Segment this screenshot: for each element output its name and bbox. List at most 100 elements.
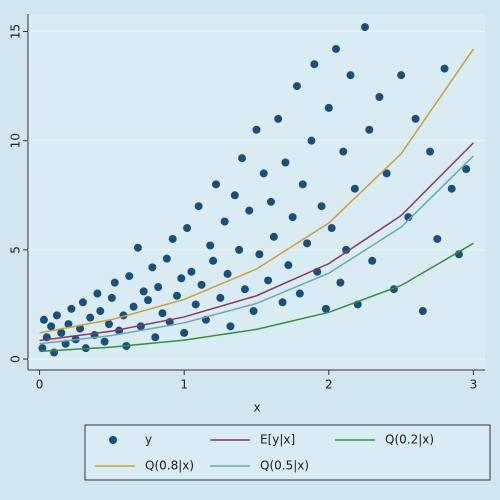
- point: [447, 184, 456, 193]
- legend-label: Q(0.5|x): [260, 459, 309, 473]
- point: [129, 302, 138, 311]
- point: [172, 291, 181, 300]
- legend-label: Q(0.8|x): [145, 459, 194, 473]
- point: [339, 147, 348, 156]
- point: [61, 339, 70, 348]
- point: [148, 263, 157, 272]
- point: [187, 267, 196, 276]
- point: [336, 278, 345, 287]
- point: [110, 278, 119, 287]
- point: [303, 239, 312, 248]
- point: [139, 287, 148, 296]
- point: [295, 289, 304, 298]
- point: [57, 328, 66, 337]
- line: [39, 142, 474, 342]
- point: [426, 147, 435, 156]
- point: [220, 217, 229, 226]
- point: [197, 280, 206, 289]
- legend-label: Q(0.2|x): [385, 433, 434, 447]
- point: [144, 296, 153, 305]
- point: [360, 23, 369, 32]
- legend-label: E[y|x]: [260, 433, 295, 447]
- point: [104, 320, 113, 329]
- point: [183, 224, 192, 233]
- point: [411, 114, 420, 123]
- point: [266, 197, 275, 206]
- point: [125, 272, 134, 281]
- point: [162, 254, 171, 263]
- legend-label: y: [145, 433, 152, 447]
- point: [168, 234, 177, 243]
- point: [321, 304, 330, 313]
- point: [375, 92, 384, 101]
- x-tick-label: 0: [36, 378, 44, 392]
- x-tick-label: 2: [325, 378, 333, 392]
- point: [100, 337, 109, 346]
- point: [342, 245, 351, 254]
- point: [440, 64, 449, 73]
- point: [238, 154, 247, 163]
- point: [298, 180, 307, 189]
- point: [252, 125, 261, 134]
- y-tick-label: 0: [9, 355, 23, 363]
- plot-area: [28, 14, 485, 370]
- point: [382, 169, 391, 178]
- line: [39, 155, 474, 345]
- point: [255, 250, 264, 259]
- point: [93, 289, 102, 298]
- point: [154, 283, 163, 292]
- point: [317, 202, 326, 211]
- point: [327, 224, 336, 233]
- x-tick-label: 3: [470, 378, 478, 392]
- point: [226, 322, 235, 331]
- point: [462, 165, 471, 174]
- point: [209, 256, 218, 265]
- point: [64, 320, 73, 329]
- point: [284, 261, 293, 270]
- point: [274, 114, 283, 123]
- point: [86, 313, 95, 322]
- point: [47, 322, 56, 331]
- y-tick-label: 15: [9, 24, 23, 39]
- point: [158, 309, 167, 318]
- point: [310, 60, 319, 69]
- y-tick-label: 10: [9, 133, 23, 148]
- point: [230, 191, 239, 200]
- point: [38, 344, 47, 353]
- legend-marker: [109, 436, 117, 444]
- point: [194, 202, 203, 211]
- point: [107, 293, 116, 302]
- legend: [84, 424, 491, 481]
- point: [39, 315, 48, 324]
- point: [346, 71, 355, 80]
- point: [269, 232, 278, 241]
- point: [368, 256, 377, 265]
- point: [223, 269, 232, 278]
- point: [212, 180, 221, 189]
- point: [180, 328, 189, 337]
- line: [39, 48, 475, 334]
- point: [292, 82, 301, 91]
- point: [133, 243, 142, 252]
- point: [397, 71, 406, 80]
- point: [278, 298, 287, 307]
- point: [78, 298, 87, 307]
- point: [249, 307, 258, 316]
- point: [67, 304, 76, 313]
- point: [240, 285, 249, 294]
- line: [39, 242, 474, 353]
- x-tick-label: 1: [180, 378, 188, 392]
- point: [259, 169, 268, 178]
- point: [433, 234, 442, 243]
- point: [235, 245, 244, 254]
- point: [151, 333, 160, 342]
- point: [288, 213, 297, 222]
- point: [281, 158, 290, 167]
- point: [418, 307, 427, 316]
- point: [324, 103, 333, 112]
- point: [264, 276, 273, 285]
- point: [332, 44, 341, 53]
- point: [307, 136, 316, 145]
- point: [177, 274, 186, 283]
